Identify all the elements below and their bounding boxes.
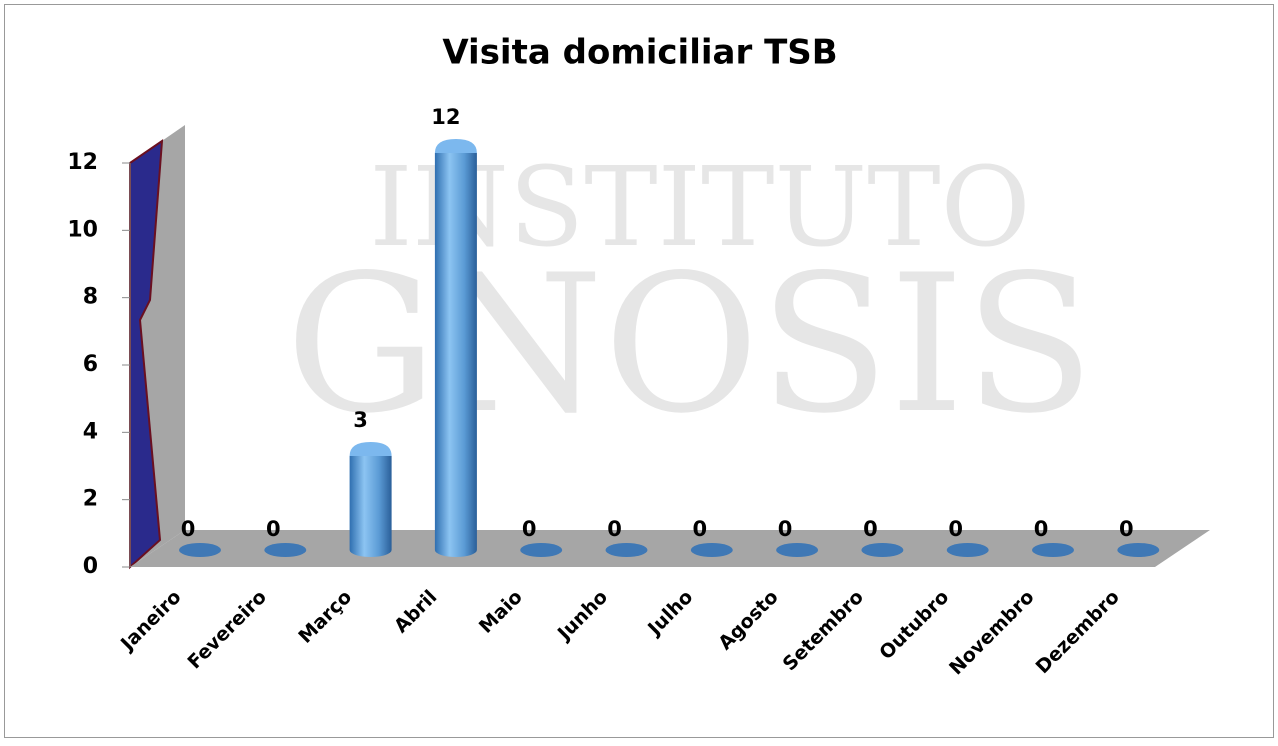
- bar: [690, 543, 733, 557]
- data-label: 0: [863, 517, 878, 541]
- bar-part: [434, 153, 477, 558]
- data-label: 0: [266, 517, 281, 541]
- bar: [349, 442, 392, 558]
- bar-part: [179, 543, 221, 557]
- bar-part: [690, 543, 733, 557]
- bar-part: [861, 543, 904, 557]
- bar-part: [1032, 543, 1074, 557]
- data-label: 3: [353, 408, 368, 432]
- bar: [1032, 543, 1074, 557]
- data-label: 12: [431, 105, 460, 129]
- watermark: GNOSIS: [285, 234, 1094, 455]
- bar-part: [946, 543, 989, 557]
- data-label: 0: [522, 517, 537, 541]
- bar-part: [349, 442, 392, 456]
- chart-border: [4, 4, 1274, 738]
- bar-part: [1117, 543, 1160, 557]
- y-tick-label: 0: [83, 554, 98, 579]
- side-wall-fill: [129, 138, 164, 570]
- y-tick-label: 2: [83, 487, 98, 512]
- y-tick-label: 8: [83, 285, 98, 310]
- bar-part: [434, 139, 477, 153]
- bar: [776, 543, 819, 557]
- data-label: 0: [692, 517, 707, 541]
- data-label: 0: [948, 517, 963, 541]
- chart-title: Visita domiciliar TSB: [442, 33, 837, 73]
- y-tick-label: 10: [67, 217, 98, 242]
- bar: [861, 543, 904, 557]
- watermark: INSTITUTO: [369, 143, 1031, 271]
- bar: [520, 543, 563, 557]
- bar: [264, 543, 307, 557]
- bar-part: [264, 543, 307, 557]
- bar-part: [776, 543, 819, 557]
- y-tick-label: 4: [83, 419, 98, 444]
- y-tick-label: 12: [67, 150, 98, 175]
- bar: [605, 543, 648, 557]
- bar: [1117, 543, 1160, 557]
- data-label: 0: [1034, 517, 1049, 541]
- floor: [130, 530, 1210, 567]
- data-label: 0: [607, 517, 622, 541]
- bar: [946, 543, 989, 557]
- data-label: 0: [778, 517, 793, 541]
- bar-part: [605, 543, 648, 557]
- data-label: 0: [1119, 517, 1134, 541]
- data-label: 0: [181, 517, 196, 541]
- bar: [179, 543, 221, 557]
- bar: [434, 139, 477, 558]
- y-tick-label: 6: [83, 352, 98, 377]
- bar-part: [349, 456, 392, 558]
- bar-part: [520, 543, 563, 557]
